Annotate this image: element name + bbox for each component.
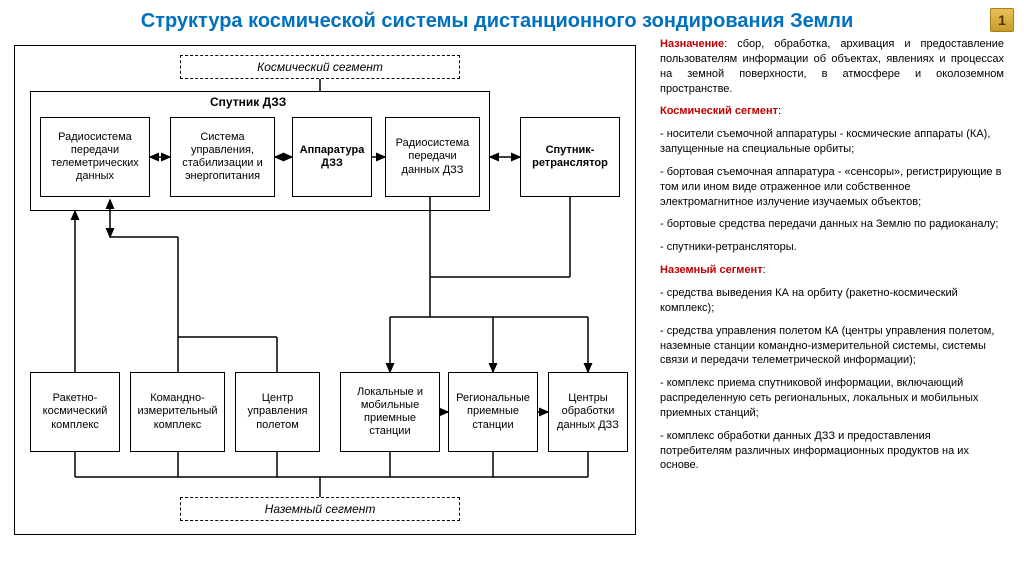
ground-heading: Наземный сегмент — [660, 264, 763, 276]
ground-segment-label: Наземный сегмент — [180, 497, 460, 521]
space-item: - бортовые средства передачи данных на З… — [660, 217, 1004, 232]
ground-item: - комплекс обработки данных ДЗЗ и предос… — [660, 429, 1004, 474]
box-telemetry: Радиосистема передачи телеметрических да… — [40, 117, 150, 197]
box-cmdmeas: Командно-измерительный комплекс — [130, 372, 225, 452]
satellite-group-label: Спутник ДЗЗ — [210, 95, 286, 109]
space-item: - носители съемочной аппаратуры - космич… — [660, 127, 1004, 157]
space-heading: Космический сегмент — [660, 105, 778, 117]
page-number-badge: 1 — [990, 8, 1014, 32]
space-item: - спутники-ретрансляторы. — [660, 240, 1004, 255]
box-apparatus: Аппаратура ДЗЗ — [292, 117, 372, 197]
space-segment-label: Космический сегмент — [180, 55, 460, 79]
box-regional-rx: Региональные приемные станции — [448, 372, 538, 452]
side-text: Назначение: сбор, обработка, архивация и… — [650, 37, 1010, 557]
box-downlink: Радиосистема передачи данных ДЗЗ — [385, 117, 480, 197]
page-title: Структура космической системы дистанцион… — [0, 0, 1024, 37]
space-item: - бортовая съемочная аппаратура - «сенсо… — [660, 165, 1004, 210]
ground-item: - комплекс приема спутниковой информации… — [660, 376, 1004, 421]
box-control: Система управления, стабилизации и энерг… — [170, 117, 275, 197]
ground-item: - средства управления полетом КА (центры… — [660, 324, 1004, 369]
box-relay: Спутник-ретранслятор — [520, 117, 620, 197]
box-local-rx: Локальные и мобильные приемные станции — [340, 372, 440, 452]
box-proc-center: Центры обработки данных ДЗЗ — [548, 372, 628, 452]
box-flight: Центр управления полетом — [235, 372, 320, 452]
purpose-heading: Назначение — [660, 38, 724, 50]
ground-item: - средства выведения КА на орбиту (ракет… — [660, 286, 1004, 316]
box-rocket: Ракетно-космический комплекс — [30, 372, 120, 452]
structure-diagram: Космический сегмент Спутник ДЗЗ Радиосис… — [10, 37, 650, 557]
